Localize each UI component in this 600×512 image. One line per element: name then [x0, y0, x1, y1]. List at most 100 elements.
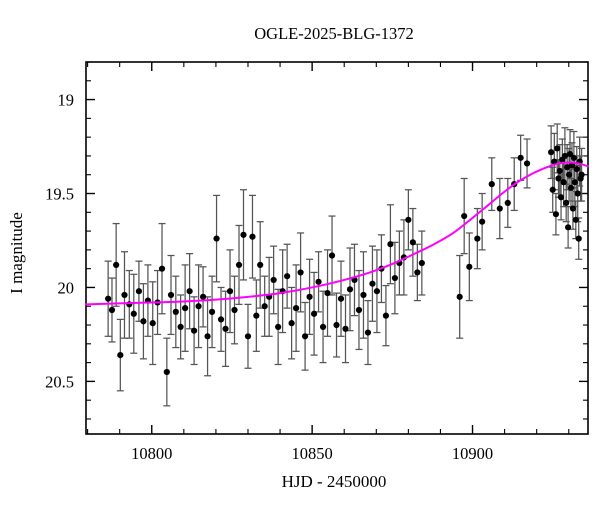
data-point — [190, 327, 198, 334]
data-point — [565, 171, 573, 178]
plot-frame — [85, 61, 589, 435]
data-point — [552, 211, 560, 218]
plot-title-group: OGLE-2025-BLG-1372 — [254, 24, 413, 43]
data-point — [117, 351, 124, 359]
data-point — [342, 325, 349, 332]
data-point — [324, 289, 331, 297]
data-point — [373, 288, 381, 295]
axes-group: 10800 10850 10900 19 19.5 20 20.5 — [45, 61, 589, 463]
data-point — [548, 149, 555, 156]
y-tick-label: 19 — [58, 91, 75, 110]
data-point — [199, 293, 207, 300]
data-point — [333, 321, 340, 329]
data-point — [270, 276, 277, 284]
data-point — [565, 224, 572, 231]
data-point — [405, 216, 412, 223]
data-point — [504, 199, 511, 207]
data-point — [555, 175, 562, 182]
data-point — [306, 293, 313, 300]
y-axis-label: I magnitude — [7, 212, 26, 294]
data-point — [177, 323, 184, 331]
data-point — [566, 150, 574, 158]
data-point — [301, 333, 309, 340]
data-point — [213, 235, 220, 242]
data-point — [186, 288, 193, 295]
data-point — [409, 239, 416, 246]
data-point — [288, 320, 295, 327]
data-point — [244, 333, 252, 340]
data-point — [560, 179, 567, 186]
data-point — [570, 154, 577, 161]
data-point — [556, 167, 563, 175]
model-curve-group — [85, 161, 589, 306]
data-point — [554, 145, 561, 152]
x-tick-label: 10850 — [292, 444, 333, 463]
data-point — [578, 171, 585, 178]
data-point — [204, 333, 211, 340]
data-point — [222, 325, 229, 332]
chart-title: OGLE-2025-BLG-1372 — [254, 24, 413, 43]
x-axis-label: HJD - 2450000 — [282, 472, 387, 491]
data-point — [517, 154, 524, 161]
data-point — [158, 265, 166, 272]
data-point — [240, 231, 247, 238]
data-point — [461, 212, 468, 220]
data-point — [414, 269, 421, 276]
data-point — [575, 235, 582, 242]
data-point — [337, 295, 345, 302]
data-point — [217, 316, 225, 323]
data-point — [195, 303, 202, 310]
data-point — [231, 306, 238, 314]
errorbars-group — [104, 123, 586, 407]
data-point — [149, 320, 156, 327]
data-point — [391, 274, 398, 282]
data-point — [105, 295, 112, 302]
data-point — [135, 288, 143, 295]
data-point — [382, 312, 390, 319]
data-point — [574, 190, 581, 197]
data-point — [488, 181, 495, 188]
data-point — [261, 303, 268, 310]
data-point — [182, 305, 189, 312]
x-tick-label: 10900 — [452, 444, 493, 463]
y-tick-label: 20.5 — [45, 372, 74, 391]
data-point — [355, 306, 363, 314]
data-point — [496, 205, 503, 212]
data-point — [479, 218, 486, 225]
data-point — [569, 205, 577, 212]
data-point — [140, 318, 147, 325]
data-point — [310, 310, 318, 317]
data-point — [113, 261, 120, 269]
data-point — [571, 179, 578, 186]
data-point — [466, 263, 473, 270]
data-point — [130, 310, 137, 317]
data-point — [387, 241, 394, 248]
data-point — [549, 186, 556, 193]
data-point — [456, 293, 463, 300]
y-tick-label: 19.5 — [45, 185, 74, 204]
data-point — [474, 235, 481, 242]
data-points-group — [105, 145, 585, 376]
data-point — [564, 164, 571, 171]
data-point — [567, 184, 575, 191]
data-point — [235, 261, 243, 269]
data-point — [568, 162, 576, 169]
x-tick-label: 10800 — [131, 444, 172, 463]
data-point — [226, 288, 234, 295]
data-point — [284, 273, 291, 280]
data-point — [297, 269, 304, 276]
data-point — [551, 158, 558, 165]
data-point — [328, 252, 336, 259]
data-point — [319, 323, 327, 331]
data-point — [563, 199, 570, 207]
data-point — [253, 312, 260, 319]
data-point — [249, 233, 256, 240]
data-point — [257, 261, 264, 269]
data-point — [418, 259, 425, 267]
data-point — [369, 280, 376, 287]
data-point — [346, 286, 354, 293]
data-point — [172, 308, 179, 315]
y-tick-label: 20 — [58, 278, 75, 297]
